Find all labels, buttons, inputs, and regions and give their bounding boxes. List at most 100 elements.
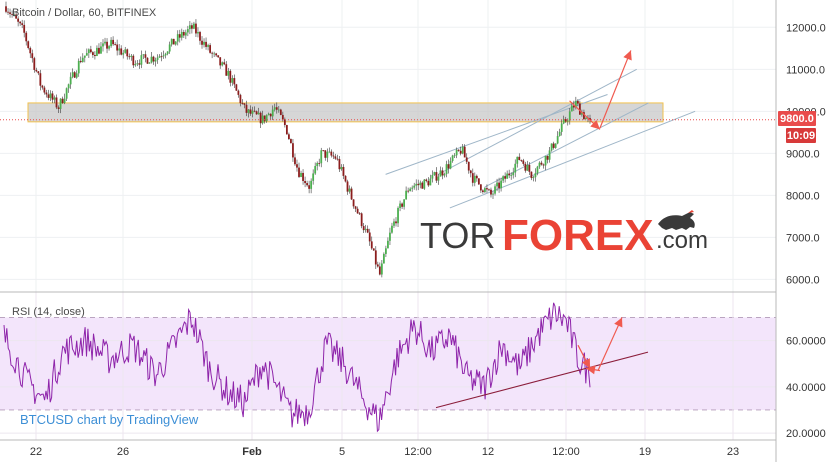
candle-body	[91, 52, 94, 56]
candle-body	[231, 78, 234, 83]
candle-body	[271, 109, 274, 117]
candle-body	[389, 232, 391, 241]
candle-body	[255, 111, 258, 115]
candle-body	[98, 47, 100, 54]
candle-body	[45, 92, 48, 95]
candle-body	[5, 6, 7, 12]
candle-body	[457, 149, 460, 151]
candle-body	[376, 264, 379, 267]
candle-body	[312, 173, 315, 181]
candle-body	[23, 24, 26, 33]
candle-body	[302, 172, 304, 182]
candle-body	[510, 175, 513, 177]
candle-body	[449, 160, 452, 169]
candle-body	[506, 173, 509, 179]
price-badge-label: 9800.0	[780, 113, 814, 125]
price-tick-label: 8000.0	[786, 190, 820, 202]
candle-body	[148, 62, 151, 64]
candle-body	[356, 208, 359, 214]
candle-body	[322, 150, 325, 152]
candle-body	[360, 213, 363, 227]
candle-body	[118, 48, 121, 51]
candle-body	[108, 46, 110, 49]
rsi-up-arrow	[597, 317, 623, 371]
rsi-axis: 60.0000 40.0000 20.0000	[786, 336, 826, 441]
rsi-tick-label: 20.0000	[786, 428, 826, 440]
candle-body	[17, 18, 20, 22]
candle-body	[540, 162, 543, 165]
candle-body	[209, 45, 211, 53]
candle-body	[372, 248, 375, 251]
candle-body	[296, 164, 298, 168]
candle-body	[425, 179, 428, 181]
candle-body	[186, 29, 189, 33]
candle-body	[469, 170, 472, 174]
candle-body	[126, 49, 129, 57]
candle-body	[431, 174, 434, 179]
candle-body	[61, 98, 64, 104]
candle-body	[368, 232, 371, 242]
candle-body	[574, 101, 577, 108]
time-tick-label: 12	[482, 446, 494, 458]
candle-body	[160, 56, 163, 58]
candle-body	[500, 180, 502, 189]
watermark-tor: TOR	[420, 215, 495, 256]
candle-body	[397, 207, 399, 224]
candle-body	[316, 163, 319, 167]
candle-body	[532, 177, 535, 179]
candle-body	[514, 163, 517, 173]
candle-body	[453, 155, 456, 157]
candle-body	[536, 166, 539, 174]
candle-body	[314, 166, 317, 174]
watermark-dot-com: .com	[656, 227, 708, 254]
tradingview-attribution[interactable]: BTCUSD chart by TradingView	[20, 412, 199, 427]
candle-body	[413, 185, 416, 188]
candle-body	[223, 62, 226, 65]
candle-body	[235, 84, 238, 91]
candle-body	[451, 155, 454, 161]
candle-body	[558, 131, 561, 137]
candle-body	[71, 72, 74, 77]
candle-body	[382, 253, 385, 264]
candle-body	[366, 228, 369, 233]
candle-body	[494, 186, 496, 194]
time-tick-label: 19	[639, 446, 651, 458]
candle-body	[65, 88, 68, 99]
candle-body	[488, 189, 490, 191]
candle-body	[237, 90, 240, 95]
candle-body	[207, 45, 209, 47]
candle-body	[180, 31, 183, 38]
candle-body	[188, 25, 191, 30]
candle-body	[427, 180, 430, 186]
candle-body	[158, 56, 161, 58]
candle-body	[233, 78, 236, 85]
candle-body	[197, 32, 199, 34]
candle-body	[67, 84, 70, 89]
time-tick-label: 5	[339, 446, 345, 458]
candle-body	[578, 103, 581, 115]
candle-body	[576, 101, 579, 104]
candle-body	[164, 53, 167, 56]
candle-body	[134, 64, 137, 66]
candle-body	[441, 170, 444, 176]
candle-body	[310, 180, 313, 189]
candle-body	[385, 248, 387, 254]
candle-body	[79, 60, 82, 63]
candle-body	[243, 103, 246, 105]
time-badge-label: 10:09	[787, 130, 815, 142]
candle-body	[168, 44, 171, 52]
candle-body	[354, 206, 357, 209]
candle-body	[138, 63, 141, 65]
candle-body	[490, 189, 492, 195]
candle-body	[467, 161, 470, 171]
candle-body	[348, 188, 351, 192]
candle-body	[253, 110, 256, 112]
rsi-tick-label: 40.0000	[786, 382, 826, 394]
candle-body	[484, 188, 486, 193]
candle-body	[201, 40, 203, 45]
candle-body	[581, 112, 583, 115]
candle-body	[318, 163, 321, 164]
candle-body	[308, 185, 311, 189]
candle-body	[277, 109, 280, 111]
candle-body	[41, 85, 44, 88]
